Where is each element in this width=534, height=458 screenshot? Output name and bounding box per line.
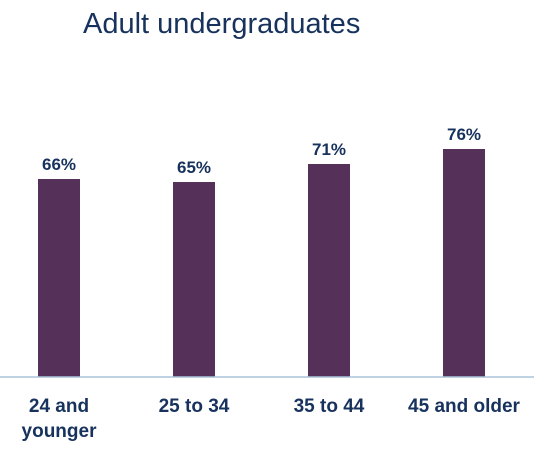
value-labels-group: 66% 65% 71% 76% — [42, 125, 481, 177]
bars-group — [38, 149, 485, 377]
x-tick-label-2: 35 to 44 — [294, 396, 365, 417]
bar-2 — [308, 164, 350, 377]
x-tick-label-0-line-0: 24 and — [29, 396, 89, 417]
chart-title: Adult undergraduates — [83, 8, 360, 40]
bar-0 — [38, 179, 80, 377]
bar-1 — [173, 182, 215, 377]
x-tick-labels-group: 24 and younger 25 to 34 35 to 44 45 and olde… — [22, 396, 521, 442]
data-label-3: 76% — [447, 125, 481, 144]
x-tick-label-0-line-1: younger — [22, 421, 98, 442]
bar-3 — [443, 149, 485, 377]
data-label-2: 71% — [312, 140, 346, 159]
data-label-0: 66% — [42, 155, 76, 174]
x-tick-label-1: 25 to 34 — [159, 396, 230, 417]
x-tick-label-3: 45 and older — [408, 396, 521, 417]
data-label-1: 65% — [177, 158, 211, 177]
